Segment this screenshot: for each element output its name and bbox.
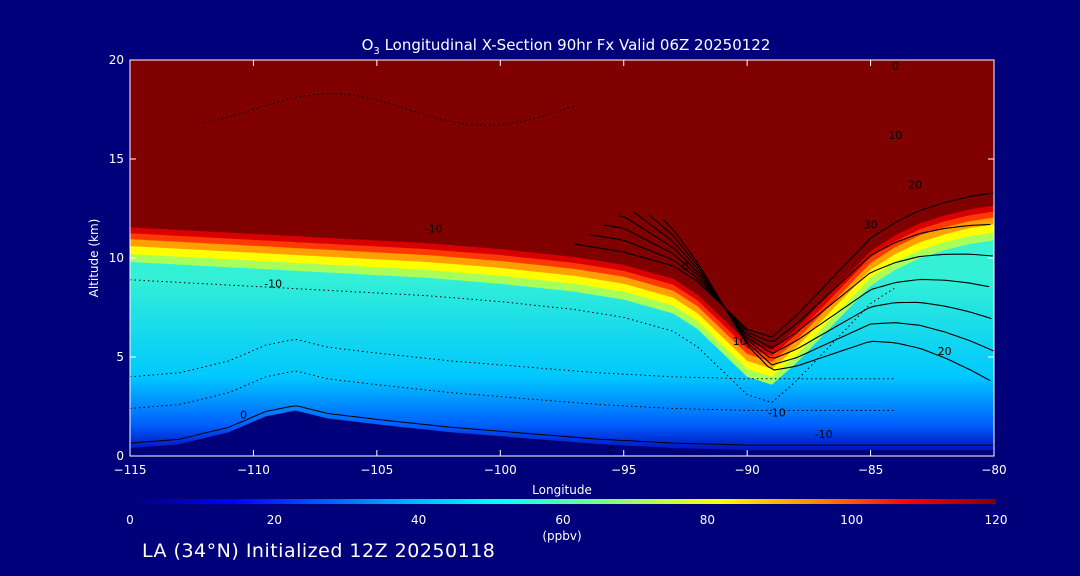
- init-footer: LA (34°N) Initialized 12Z 20250118: [142, 540, 496, 562]
- contour-negative-0: [130, 279, 896, 404]
- x-tick-label: −115: [114, 463, 147, 477]
- x-tick-label: −105: [360, 463, 393, 477]
- contour-label: 20: [908, 179, 922, 192]
- contour-label: 10: [888, 129, 902, 142]
- title-rest: Longitudinal X-Section 90hr Fx Valid 06Z…: [380, 36, 771, 54]
- x-axis-label: Longitude: [532, 483, 592, 497]
- y-tick-label: 0: [116, 449, 124, 463]
- x-tick-label: −80: [981, 463, 1006, 477]
- plot-area: 0 10 20 30 0 10 20 -10 -10 -10 -10 0 0: [130, 60, 994, 457]
- colorbar-label: (ppbv): [542, 529, 581, 543]
- contour-negative-2: [130, 370, 896, 411]
- contour-label: 20: [938, 345, 952, 358]
- x-tick-label: −95: [611, 463, 636, 477]
- contour-label: -10: [264, 278, 282, 291]
- contour-negative-upper: [204, 93, 575, 126]
- contour-label: -10: [815, 428, 833, 441]
- colorbar-tick-label: 0: [126, 513, 134, 527]
- contour-positive-0: [574, 192, 994, 338]
- colorbar-tick-label: 80: [700, 513, 715, 527]
- stratosphere-layer: [130, 60, 994, 385]
- contour-label: -10: [425, 222, 443, 235]
- colorbar-tick-label: 20: [267, 513, 282, 527]
- terrain-shape: [130, 410, 994, 456]
- colorbar-tick-label: 100: [840, 513, 863, 527]
- contour-positive-5: [648, 213, 994, 366]
- y-tick-label: 10: [109, 251, 124, 265]
- contour-positive-6: [662, 219, 991, 382]
- contour-positive-1: [589, 223, 991, 342]
- contour-zero-surface: [130, 405, 994, 446]
- y-axis-label: Altitude (km): [87, 219, 101, 298]
- colorbar-tick-label: 120: [985, 513, 1008, 527]
- contour-label: 0: [240, 408, 247, 421]
- ozone-band-5: [130, 60, 994, 351]
- contour-positive-3: [618, 215, 990, 354]
- y-tick-label: 20: [109, 53, 124, 67]
- contour-label: 0: [608, 444, 615, 457]
- contour-positive-2: [603, 224, 993, 349]
- terrain-layer: [130, 410, 994, 456]
- contour-label: 0: [682, 260, 689, 273]
- x-axis: −115 −110 −105 −100 −95 −90 −85 −80: [114, 60, 1007, 477]
- y-tick-label: 15: [109, 152, 124, 166]
- colorbar: 0 20 40 60 80 100 120: [126, 499, 1007, 527]
- contour-label: 10: [733, 335, 747, 348]
- x-tick-label: −85: [858, 463, 883, 477]
- title-prefix: O: [362, 36, 374, 54]
- x-tick-label: −100: [484, 463, 517, 477]
- y-axis: 0 5 10 15 20: [109, 53, 994, 463]
- contour-label: 30: [864, 218, 878, 231]
- colorbar-tick-label: 60: [555, 513, 570, 527]
- colorbar-strip: [130, 499, 996, 504]
- contour-positive-4: [633, 211, 992, 359]
- x-tick-label: −110: [237, 463, 270, 477]
- colorbar-tick-label: 40: [411, 513, 426, 527]
- contour-negative-1: [130, 338, 896, 380]
- chart-title: O3 Longitudinal X-Section 90hr Fx Valid …: [362, 36, 771, 57]
- title-subscript: 3: [373, 46, 379, 57]
- contour-labels: 0 10 20 30 0 10 20 -10 -10 -10 -10 0 0: [240, 60, 952, 457]
- y-tick-label: 5: [116, 350, 124, 364]
- contour-label: 0: [892, 60, 899, 73]
- contour-lines: [130, 93, 994, 446]
- x-tick-label: −90: [734, 463, 759, 477]
- contour-label: -10: [768, 406, 786, 419]
